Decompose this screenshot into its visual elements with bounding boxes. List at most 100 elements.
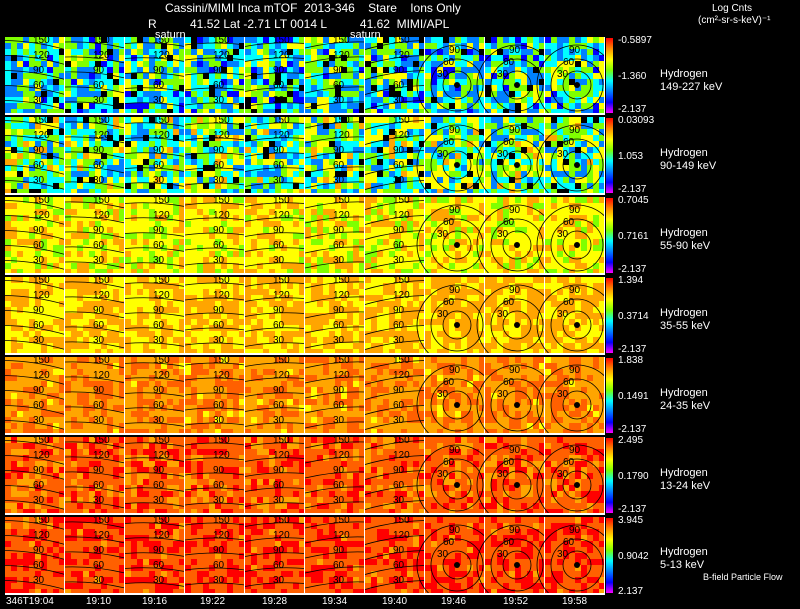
heatmap-cell bbox=[407, 263, 413, 269]
heatmap-cell bbox=[257, 349, 263, 355]
heatmap-cell bbox=[251, 245, 257, 251]
heatmap-cell bbox=[431, 183, 437, 189]
heatmap-cell bbox=[317, 123, 323, 129]
heatmap-cell bbox=[77, 269, 83, 275]
heatmap-cell bbox=[353, 129, 359, 135]
heatmap-cell bbox=[323, 103, 329, 109]
heatmap-cell bbox=[329, 257, 335, 263]
heatmap-cell bbox=[551, 79, 557, 85]
heatmap-cell bbox=[149, 343, 155, 349]
heatmap-cell bbox=[209, 277, 215, 283]
heatmap-cell bbox=[521, 183, 527, 189]
heatmap-cell bbox=[203, 129, 209, 135]
heatmap-cell bbox=[233, 289, 239, 295]
heatmap-cell bbox=[245, 135, 251, 141]
heatmap-cell bbox=[137, 189, 143, 195]
heatmap-cell bbox=[11, 183, 17, 189]
heatmap-cell bbox=[263, 221, 269, 227]
heatmap-cell bbox=[263, 251, 269, 257]
heatmap-cell bbox=[371, 73, 377, 79]
heatmap-cell bbox=[257, 61, 263, 67]
contour-label: 60 bbox=[563, 217, 575, 228]
heatmap-cell bbox=[539, 257, 545, 263]
heatmap-cell bbox=[581, 85, 587, 91]
heatmap-cell bbox=[53, 245, 59, 251]
heatmap-cell bbox=[593, 233, 599, 239]
heatmap-cell bbox=[317, 85, 323, 91]
heatmap-cell bbox=[95, 251, 101, 257]
heatmap-cell bbox=[197, 203, 203, 209]
heatmap-cell bbox=[29, 197, 35, 203]
heatmap-cell bbox=[95, 269, 101, 275]
panel-divider bbox=[64, 277, 65, 353]
heatmap-cell bbox=[371, 165, 377, 171]
heatmap-cell bbox=[149, 283, 155, 289]
heatmap-cell bbox=[335, 289, 341, 295]
heatmap-cell bbox=[113, 331, 119, 337]
heatmap-cell bbox=[371, 171, 377, 177]
contour-ring bbox=[502, 230, 532, 260]
heatmap-cell bbox=[515, 153, 521, 159]
heatmap-cell bbox=[179, 135, 185, 141]
heatmap-cell bbox=[299, 109, 305, 115]
contour-label: 120 bbox=[153, 130, 170, 141]
heatmap-cell bbox=[65, 289, 71, 295]
heatmap-cell bbox=[167, 177, 173, 183]
heatmap-cell bbox=[41, 313, 47, 319]
heatmap-cell bbox=[203, 263, 209, 269]
heatmap-cell bbox=[569, 269, 575, 275]
heatmap-cell bbox=[425, 251, 431, 257]
contour-label: 90 bbox=[213, 145, 225, 156]
heatmap-cell bbox=[29, 283, 35, 289]
heatmap-cell bbox=[5, 295, 11, 301]
heatmap-cell bbox=[305, 91, 311, 97]
heatmap-cell bbox=[377, 165, 383, 171]
heatmap-cell bbox=[431, 269, 437, 275]
heatmap-cell bbox=[59, 343, 65, 349]
heatmap-cell bbox=[341, 37, 347, 43]
heatmap-cell bbox=[155, 73, 161, 79]
heatmap-grid: 3060901201503060901201503060901201503060… bbox=[4, 35, 606, 596]
heatmap-cell bbox=[341, 135, 347, 141]
heatmap-cell bbox=[215, 97, 221, 103]
heatmap-cell bbox=[47, 269, 53, 275]
heatmap-cell bbox=[299, 239, 305, 245]
heatmap-cell bbox=[251, 73, 257, 79]
heatmap-cell bbox=[545, 97, 551, 103]
heatmap-cell bbox=[77, 177, 83, 183]
heatmap-cell bbox=[239, 55, 245, 61]
heatmap-cell bbox=[77, 189, 83, 195]
heatmap-cell bbox=[557, 209, 563, 215]
heatmap-cell bbox=[11, 97, 17, 103]
heatmap-cell bbox=[23, 313, 29, 319]
panel-divider bbox=[604, 37, 605, 113]
heatmap-cell bbox=[305, 43, 311, 49]
heatmap-cell bbox=[221, 319, 227, 325]
heatmap-cell bbox=[563, 165, 569, 171]
heatmap-cell bbox=[353, 257, 359, 263]
heatmap-cell bbox=[593, 263, 599, 269]
heatmap-cell bbox=[281, 73, 287, 79]
heatmap-cell bbox=[41, 215, 47, 221]
heatmap-cell bbox=[125, 153, 131, 159]
heatmap-cell bbox=[65, 91, 71, 97]
heatmap-cell bbox=[233, 129, 239, 135]
heatmap-cell bbox=[47, 209, 53, 215]
heatmap-cell bbox=[293, 227, 299, 233]
heatmap-cell bbox=[329, 49, 335, 55]
heatmap-cell bbox=[497, 85, 503, 91]
heatmap-cell bbox=[185, 263, 191, 269]
heatmap-cell bbox=[473, 251, 479, 257]
heatmap-cell bbox=[77, 79, 83, 85]
heatmap-cell bbox=[479, 203, 485, 209]
heatmap-cell bbox=[287, 159, 293, 165]
heatmap-cell bbox=[95, 129, 101, 135]
heatmap-cell bbox=[53, 257, 59, 263]
heatmap-cell bbox=[587, 189, 593, 195]
heatmap-cell bbox=[143, 277, 149, 283]
heatmap-cell bbox=[371, 233, 377, 239]
heatmap-cell bbox=[41, 123, 47, 129]
heatmap-cell bbox=[383, 197, 389, 203]
heatmap-cell bbox=[113, 61, 119, 67]
